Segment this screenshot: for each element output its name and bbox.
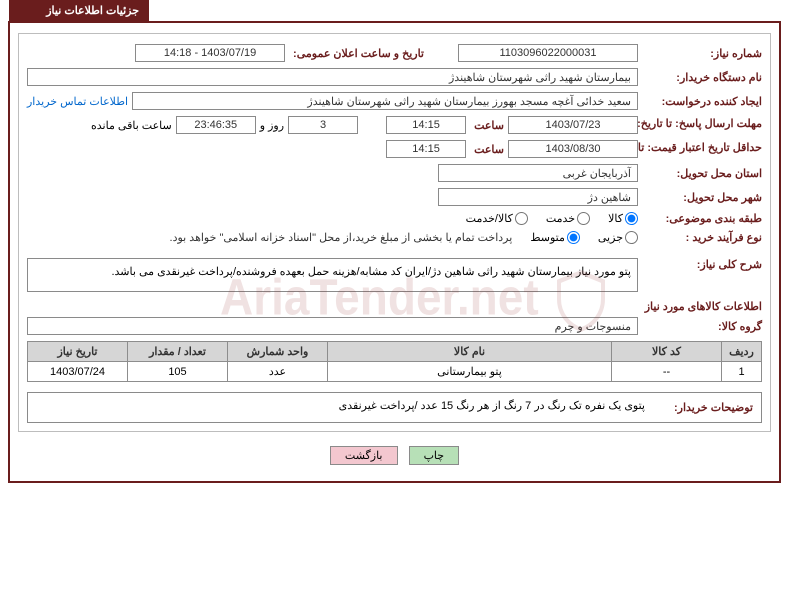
items-title: اطلاعات کالاهای مورد نیاز: [27, 300, 762, 313]
cell-date: 1403/07/24: [28, 362, 128, 382]
cell-qty: 105: [128, 362, 228, 382]
deadline-time-field: 14:15: [386, 116, 466, 134]
remain-suffix: ساعت باقی مانده: [91, 119, 172, 132]
city-label: شهر محل تحویل:: [642, 191, 762, 204]
cell-name: پتو بیمارستانی: [328, 362, 612, 382]
th-name: نام کالا: [328, 342, 612, 362]
announce-label: تاریخ و ساعت اعلان عمومی:: [289, 47, 424, 60]
validity-time-field: 14:15: [386, 140, 466, 158]
contact-link[interactable]: اطلاعات تماس خریدار: [27, 95, 128, 108]
cell-unit: عدد: [228, 362, 328, 382]
deadline-label: مهلت ارسال پاسخ: تا تاریخ:: [642, 118, 762, 131]
need-no-field: 1103096022000031: [458, 44, 638, 62]
validity-label: حداقل تاریخ اعتبار قیمت: تا تاریخ:: [642, 142, 762, 155]
radio-partial-label: جزیی: [598, 231, 623, 244]
radio-service-label: خدمت: [546, 212, 575, 225]
th-date: تاریخ نیاز: [28, 342, 128, 362]
th-code: کد کالا: [612, 342, 722, 362]
deadline-date-field: 1403/07/23: [508, 116, 638, 134]
overall-desc: پتو مورد نیاز بیمارستان شهید راثی شاهین …: [27, 258, 638, 292]
time-label-2: ساعت: [470, 143, 504, 156]
form-box: شماره نیاز: 1103096022000031 تاریخ و ساع…: [18, 33, 771, 432]
province-label: استان محل تحویل:: [642, 167, 762, 180]
province-field: آذربایجان غربی: [438, 164, 638, 182]
buyer-notes-text: پتوی یک نفره تک رنگ در 7 رنگ از هر رنگ 1…: [28, 393, 651, 422]
buyer-notes-box: توضیحات خریدار: پتوی یک نفره تک رنگ در 7…: [27, 392, 762, 423]
validity-date-field: 1403/08/30: [508, 140, 638, 158]
requester-field: سعید خدائی آغچه مسجد بهورز بیمارستان شهی…: [132, 92, 638, 110]
radio-partial[interactable]: [625, 231, 638, 244]
group-label: گروه کالا:: [642, 320, 762, 333]
th-unit: واحد شمارش: [228, 342, 328, 362]
panel-header: جزئیات اطلاعات نیاز: [9, 0, 149, 21]
cell-code: --: [612, 362, 722, 382]
process-label: نوع فرآیند خرید :: [642, 231, 762, 244]
radio-service[interactable]: [577, 212, 590, 225]
panel-body: شماره نیاز: 1103096022000031 تاریخ و ساع…: [8, 21, 781, 483]
back-button[interactable]: بازگشت: [330, 446, 398, 465]
items-table: ردیف کد کالا نام کالا واحد شمارش تعداد /…: [27, 341, 762, 382]
th-row: ردیف: [722, 342, 762, 362]
category-label: طبقه بندی موضوعی:: [642, 212, 762, 225]
countdown-field: 23:46:35: [176, 116, 256, 134]
buyer-notes-label: توضیحات خریدار:: [651, 393, 761, 422]
buyer-org-label: نام دستگاه خریدار:: [642, 71, 762, 84]
city-field: شاهین دژ: [438, 188, 638, 206]
radio-both[interactable]: [515, 212, 528, 225]
cell-row: 1: [722, 362, 762, 382]
pay-note: پرداخت تمام یا بخشی از مبلغ خرید،از محل …: [170, 231, 513, 244]
announce-field: 1403/07/19 - 14:18: [135, 44, 285, 62]
requester-label: ایجاد کننده درخواست:: [642, 95, 762, 108]
days-field: 3: [288, 116, 358, 134]
days-suffix: روز و: [260, 119, 284, 132]
overall-label: شرح کلی نیاز:: [642, 258, 762, 271]
radio-goods[interactable]: [625, 212, 638, 225]
group-field: منسوجات و چرم: [27, 317, 638, 335]
radio-goods-label: کالا: [608, 212, 623, 225]
button-row: چاپ بازگشت: [18, 440, 771, 471]
print-button[interactable]: چاپ: [409, 446, 460, 465]
radio-medium-label: متوسط: [530, 231, 565, 244]
table-row: 1 -- پتو بیمارستانی عدد 105 1403/07/24: [28, 362, 762, 382]
radio-both-label: کالا/خدمت: [466, 212, 513, 225]
need-no-label: شماره نیاز:: [642, 47, 762, 60]
th-qty: تعداد / مقدار: [128, 342, 228, 362]
buyer-org-field: بیمارستان شهید راثی شهرستان شاهیندژ: [27, 68, 638, 86]
radio-medium[interactable]: [567, 231, 580, 244]
time-label-1: ساعت: [470, 119, 504, 132]
